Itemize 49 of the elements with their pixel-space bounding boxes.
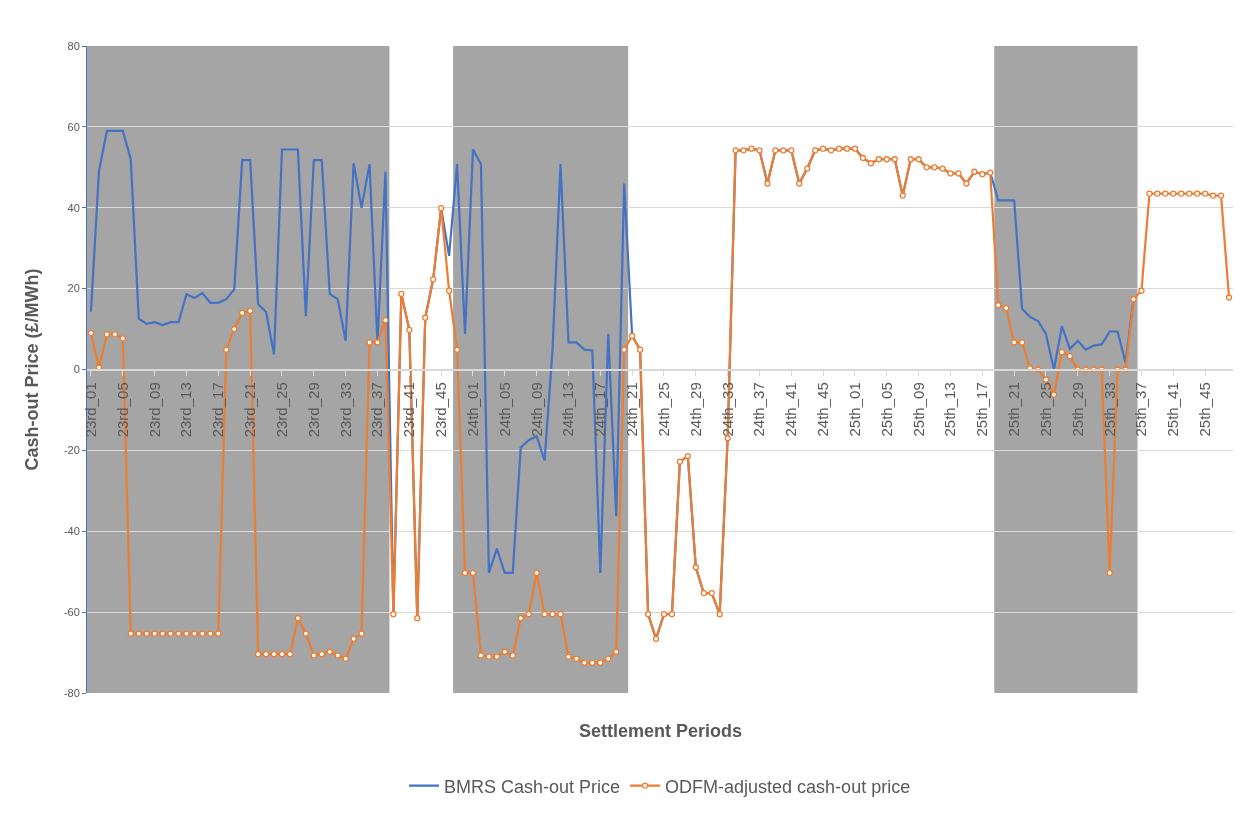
x-tick-label: 23rd_09 — [145, 382, 163, 438]
x-tick-label: 24th_41 — [782, 382, 800, 437]
x-tick-label: 24th_17 — [591, 382, 609, 437]
x-tick-label: 23rd_17 — [209, 382, 227, 438]
x-tick-label: 25th_45 — [1196, 382, 1214, 437]
y-tick-label: 20 — [67, 282, 80, 295]
x-tick-label: 23rd_21 — [241, 382, 259, 438]
y-tick-label: -20 — [63, 444, 80, 457]
y-tick-label: -40 — [63, 525, 80, 538]
x-tick-label: 25th_13 — [941, 382, 959, 437]
x-tick-label: 25th_21 — [1005, 382, 1023, 437]
x-tick-label: 23rd_37 — [368, 382, 386, 438]
x-tick-label: 25th_17 — [973, 382, 991, 437]
y-tick-label: 80 — [67, 39, 80, 52]
x-tick-label: 24th_45 — [814, 382, 832, 437]
x-tick-label: 24th_37 — [750, 382, 768, 437]
y-tick-label: -80 — [63, 686, 80, 699]
x-tick-label: 25th_37 — [1132, 382, 1150, 437]
x-tick-label: 23rd_29 — [304, 382, 322, 438]
x-tick-label: 24th_01 — [463, 382, 481, 437]
y-tick-label: 60 — [67, 120, 80, 133]
x-tick-label: 24th_25 — [654, 382, 672, 437]
x-tick-label: 25th_41 — [1164, 382, 1182, 437]
x-tick-label: 25th_25 — [1036, 382, 1054, 437]
x-tick-label: 24th_29 — [686, 382, 704, 437]
x-tick-label: 23rd_05 — [113, 382, 131, 438]
x-tick-label: 25th_01 — [845, 382, 863, 437]
x-tick-label: 23rd_25 — [272, 382, 290, 438]
x-tick-label: 24th_13 — [559, 382, 577, 437]
x-tick-label: 25th_33 — [1100, 382, 1118, 437]
x-tick-label: 23rd_13 — [177, 382, 195, 438]
x-tick-label: 24th_05 — [495, 382, 513, 437]
y-tick-label: 0 — [73, 363, 80, 376]
x-tick-label: 25th_29 — [1068, 382, 1086, 437]
x-tick-label: 23rd_33 — [336, 382, 354, 438]
x-tick-label: 25th_05 — [877, 382, 895, 437]
x-axis-title: Settlement Periods — [579, 721, 743, 741]
y-tick-label: 40 — [67, 201, 80, 214]
legend-label: ODFM-adjusted cash-out price — [665, 776, 911, 797]
x-tick-label: 24th_33 — [718, 382, 736, 437]
x-tick-label: 24th_21 — [623, 382, 641, 437]
x-tick-label: 23rd_41 — [400, 382, 418, 438]
y-tick-label: -60 — [63, 605, 80, 618]
x-tick-label: 23rd_01 — [81, 382, 99, 438]
x-tick-label: 24th_09 — [527, 382, 545, 437]
y-axis-title: Cash-out Price (£/MWh) — [22, 268, 43, 471]
legend-label: BMRS Cash-out Price — [444, 776, 621, 797]
x-tick-label: 23rd_45 — [432, 382, 450, 438]
x-tick-label: 25th_09 — [909, 382, 927, 437]
